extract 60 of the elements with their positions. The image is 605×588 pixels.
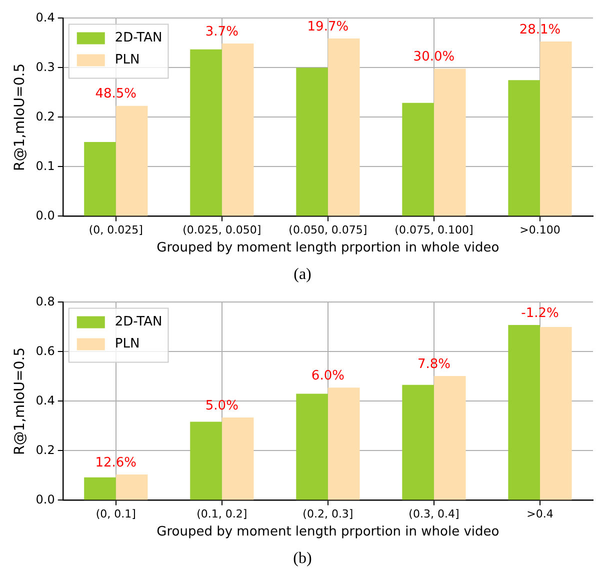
annotation: 5.0% (205, 398, 238, 414)
x-axis-title: Grouped by moment length prportion in whole video (156, 240, 500, 256)
bar (190, 422, 222, 500)
annotation: -1.2% (521, 306, 559, 321)
x-tick-label: (0.2, 0.3] (302, 508, 354, 521)
annotation: 7.8% (417, 356, 450, 372)
x-tick-label: (0, 0.025] (88, 224, 143, 237)
bar (540, 326, 572, 500)
x-tick-label: (0.025, 0.050] (182, 224, 262, 237)
y-tick-label: 0.6 (36, 344, 55, 358)
bar (540, 41, 572, 216)
annotation: 48.5% (95, 86, 137, 102)
legend-label: PLN (114, 336, 140, 352)
y-tick-label: 0.1 (36, 158, 55, 173)
bar (402, 384, 434, 500)
bar (328, 38, 360, 216)
bar (84, 477, 116, 500)
bar (434, 376, 466, 500)
annotation: 30.0% (413, 50, 455, 65)
y-tick-label: 0.2 (36, 442, 55, 457)
y-axis-title: R@1,mIoU=0.5 (12, 63, 28, 172)
bar (402, 102, 434, 216)
bar (296, 394, 328, 500)
bar (116, 474, 148, 500)
legend-label: PLN (114, 52, 140, 68)
legend-label: 2D-TAN (114, 30, 162, 46)
y-tick-label: 0.3 (36, 60, 55, 74)
y-tick-label: 0.8 (36, 294, 55, 308)
x-tick-label: (0, 0.1] (96, 508, 136, 521)
annotation: 12.6% (95, 455, 137, 470)
bar (296, 68, 328, 216)
annotation: 3.7% (205, 24, 238, 40)
bar (434, 68, 466, 216)
bar (508, 324, 540, 500)
y-tick-label: 0.0 (36, 492, 55, 506)
annotation: 28.1% (519, 22, 561, 38)
y-tick-label: 0.4 (36, 10, 55, 24)
x-tick-label: (0.050, 0.075] (288, 224, 368, 237)
bar (328, 388, 360, 500)
bar (116, 106, 148, 216)
x-tick-label: (0.1, 0.2] (196, 508, 248, 521)
legend-label: 2D-TAN (114, 314, 162, 330)
x-axis-title: Grouped by moment length prportion in whole video (156, 524, 500, 540)
y-tick-label: 0.4 (36, 393, 55, 408)
x-tick-label: >0.4 (526, 508, 554, 521)
annotation: 19.7% (307, 19, 349, 34)
bar (190, 49, 222, 216)
x-tick-label: (0.3, 0.4] (408, 508, 460, 521)
y-tick-label: 0.2 (36, 109, 55, 124)
bar (508, 80, 540, 216)
x-tick-label: (0.075, 0.100] (394, 224, 474, 237)
y-tick-label: 0.0 (36, 208, 55, 222)
annotation: 6.0% (311, 368, 344, 384)
bar (222, 43, 254, 216)
text: (b) (292, 550, 313, 568)
bar (84, 142, 116, 216)
x-tick-label: >0.100 (520, 224, 560, 237)
text: (a) (292, 266, 312, 284)
y-axis-title: R@1,mIoU=0.5 (12, 347, 28, 456)
bar (222, 418, 254, 500)
